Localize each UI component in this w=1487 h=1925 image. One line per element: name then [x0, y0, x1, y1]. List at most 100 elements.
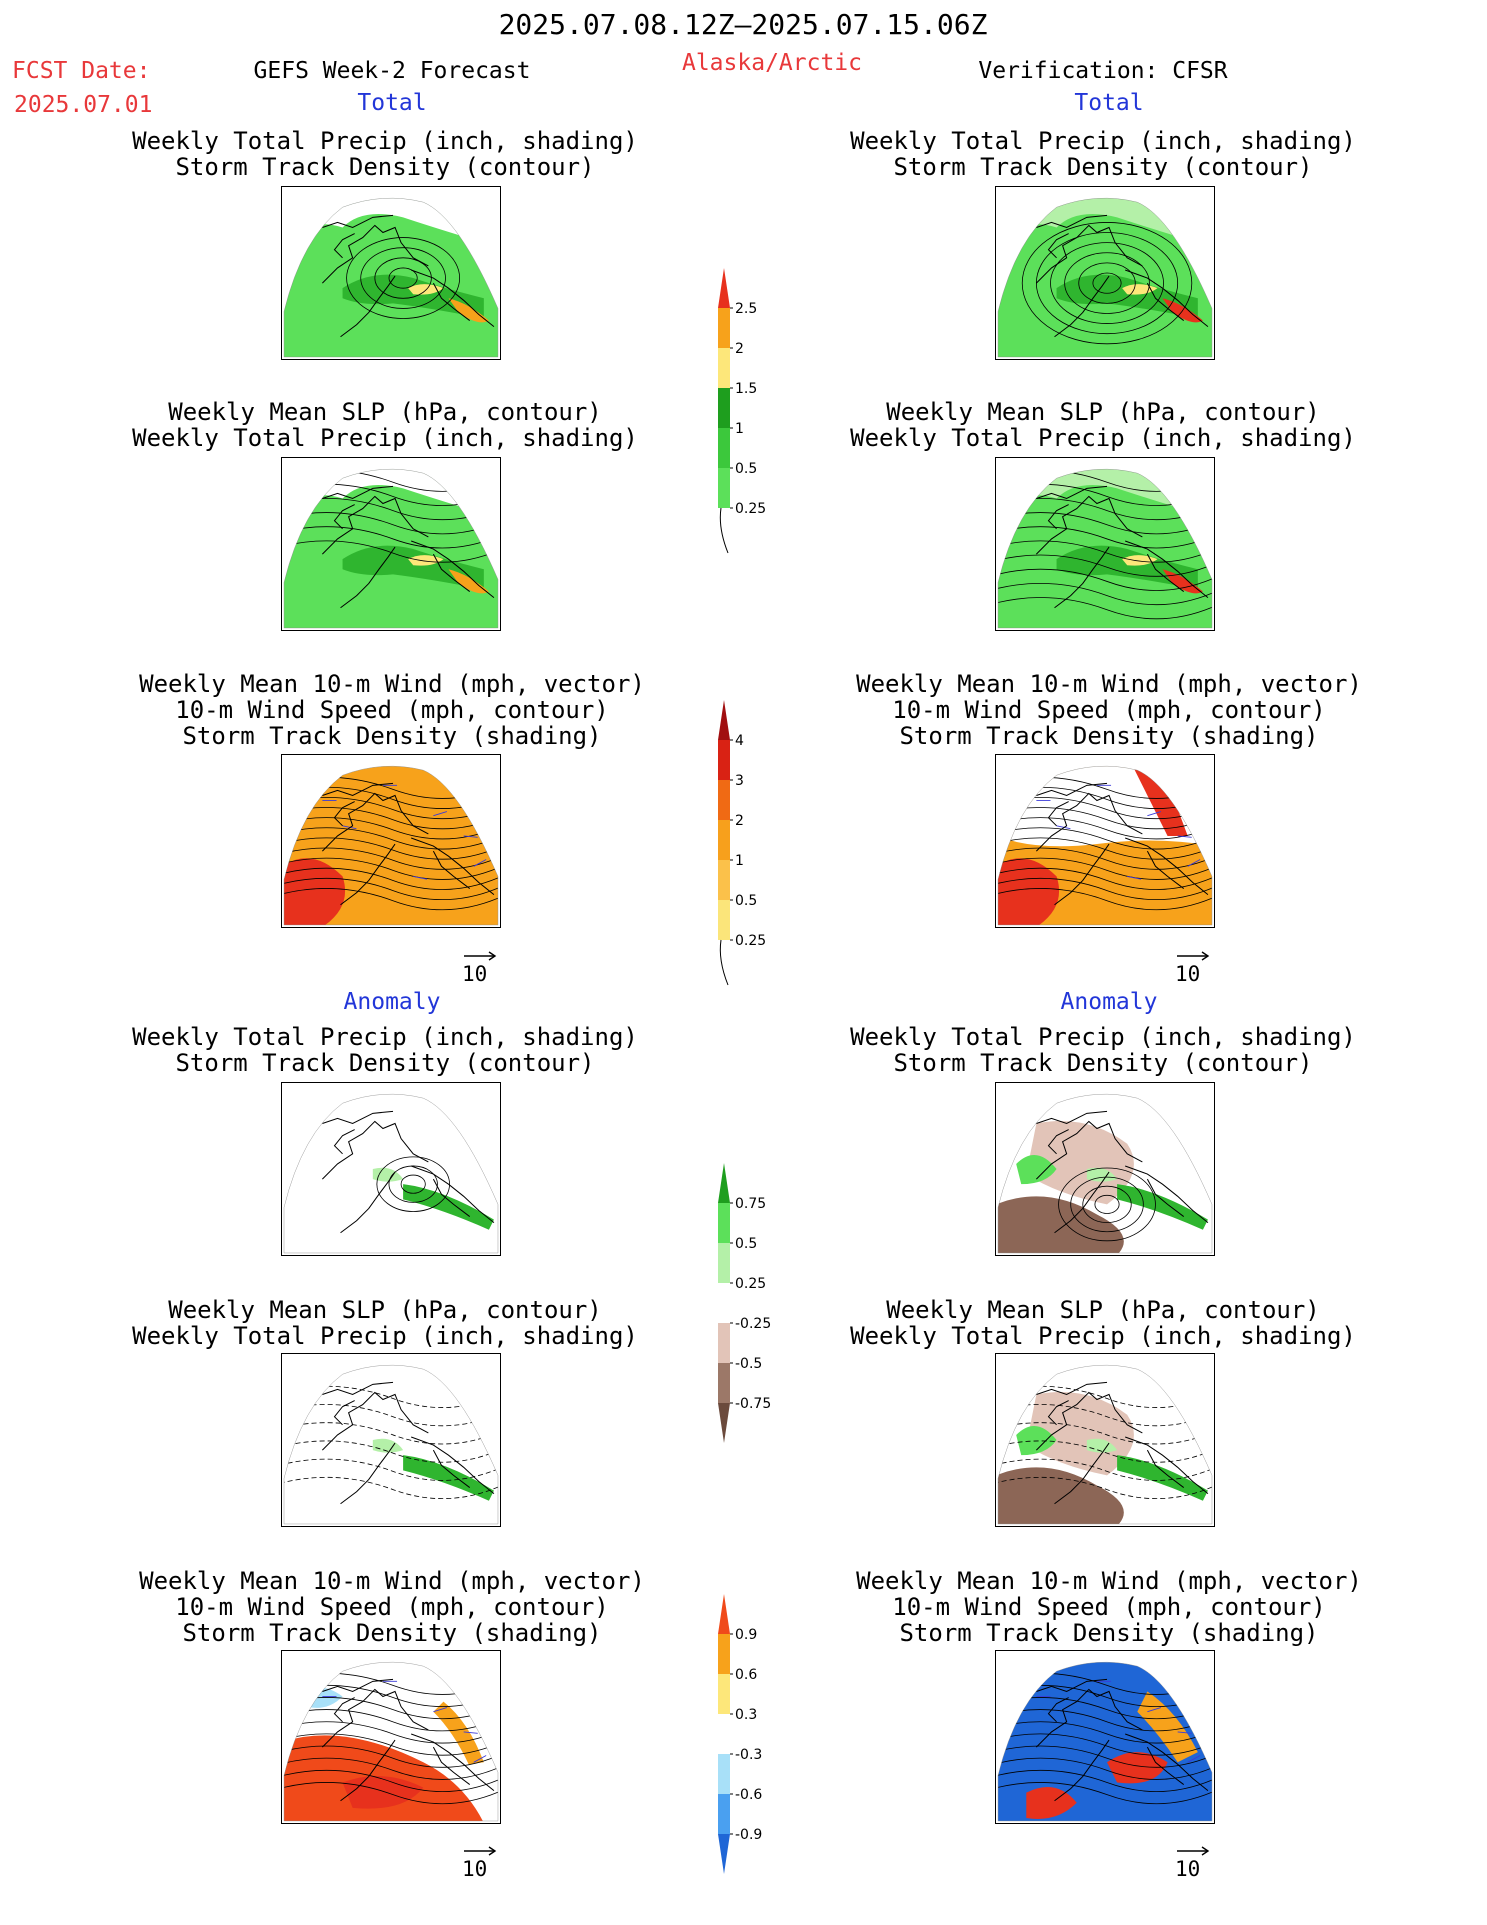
contour-line: [998, 1385, 1212, 1408]
contour-line: [998, 540, 1212, 563]
map-svg: [283, 1661, 499, 1822]
contour-line: [284, 867, 498, 890]
colorbar-tick-label: 1: [735, 853, 744, 869]
coastline: [340, 1442, 396, 1505]
panel-title-anom-wind-left: Weekly Mean 10-m Wind (mph, vector) 10-m…: [139, 1568, 645, 1646]
coastline: [1047, 1697, 1069, 1723]
colorbar-segment: [718, 1363, 730, 1403]
coastline: [1036, 224, 1143, 284]
title-line: Storm Track Density (contour): [893, 1049, 1313, 1077]
coastline: [1125, 1733, 1209, 1792]
vector-reference-total-right: 10: [1175, 950, 1211, 986]
wind-vector: [1177, 835, 1192, 838]
coastline: [1125, 1165, 1209, 1224]
panel-title-total-wind-left: Weekly Mean 10-m Wind (mph, vector) 10-m…: [139, 671, 645, 749]
contour-line: [998, 877, 1212, 901]
contour-line: [284, 1733, 498, 1756]
coastline: [340, 275, 396, 338]
map-domain-edge: [283, 765, 499, 926]
wind-vector: [463, 1731, 478, 1734]
map-total-wind-verification: [995, 754, 1215, 928]
panel-title-total-slp-right: Weekly Mean SLP (hPa, contour) Weekly To…: [850, 399, 1356, 451]
contour-line: [998, 857, 1212, 880]
title-line: Storm Track Density (shading): [899, 1619, 1319, 1647]
storm-density-shading: [284, 858, 346, 925]
map-anom-precip-forecast: [281, 1082, 501, 1256]
wind-vector: [473, 1755, 487, 1763]
colorbar-segment: [718, 820, 730, 860]
coastline: [1047, 233, 1069, 259]
contour-line: [284, 888, 498, 911]
title-line: Storm Track Density (contour): [175, 1049, 595, 1077]
colorbar-segment: [718, 1243, 730, 1283]
colorbar-tick-label: -0.6: [735, 1787, 762, 1803]
coastline: [333, 1129, 355, 1155]
contour-line: [284, 1404, 498, 1427]
precip-shading: [408, 555, 444, 566]
title-line: 10-m Wind Speed (mph, contour): [892, 1593, 1326, 1621]
map-anom-wind-verification: [995, 1650, 1215, 1824]
title-line: Weekly Mean SLP (hPa, contour): [886, 398, 1320, 426]
title-line: 10-m Wind Speed (mph, contour): [175, 1593, 609, 1621]
map-total-precip-forecast: [281, 186, 501, 360]
title-line: Weekly Mean 10-m Wind (mph, vector): [139, 1567, 645, 1595]
map-total-wind-forecast: [281, 754, 501, 928]
contour-line: [998, 1757, 1212, 1780]
colorbar-segment: [718, 428, 730, 468]
colorbar-tick-label: 3: [735, 773, 744, 789]
contour-line: [998, 1404, 1212, 1427]
wind-vector: [473, 859, 487, 867]
map-anom-slp-verification: [995, 1353, 1215, 1527]
wind-vector: [413, 875, 428, 880]
wind-vector: [1177, 1731, 1192, 1734]
colorbar-top-triangle: [718, 700, 730, 740]
map-svg: [997, 1364, 1213, 1525]
contour-line: [998, 526, 1212, 549]
coastline: [340, 1739, 396, 1802]
coastline: [432, 850, 471, 889]
map-svg: [283, 197, 499, 358]
wind-vector: [342, 825, 357, 830]
coastline: [340, 1171, 396, 1234]
coastline: [1036, 1688, 1143, 1748]
panel-title-total-precip-right: Weekly Total Precip (inch, shading) Stor…: [850, 128, 1356, 180]
contour-line: [388, 1165, 438, 1203]
anomaly-shading: [998, 1196, 1124, 1253]
fcst-date-value: 2025.07.01: [14, 92, 153, 118]
colorbar-tick-label: -0.3: [735, 1747, 762, 1763]
map-total-slp-forecast: [281, 457, 501, 631]
contour-line: [374, 257, 432, 299]
title-line: Weekly Total Precip (inch, shading): [850, 1023, 1356, 1051]
map-svg: [997, 197, 1213, 358]
colorbar-tick-label: 0.3: [735, 1707, 757, 1723]
precip-shading: [1056, 545, 1198, 590]
contour-line: [284, 1476, 498, 1500]
contour-line: [998, 1733, 1212, 1756]
contour-line: [998, 888, 1212, 911]
title-line: Storm Track Density (shading): [182, 722, 602, 750]
colorbar-segment: [718, 1634, 730, 1674]
map-anom-slp-forecast: [281, 1353, 501, 1527]
wind-vector: [1127, 875, 1142, 880]
contour-line: [998, 568, 1212, 591]
section-anomaly-left: Anomaly: [343, 989, 441, 1015]
map-svg: [997, 1093, 1213, 1254]
contour-line: [1094, 1194, 1120, 1214]
title-line: Weekly Mean 10-m Wind (mph, vector): [856, 670, 1362, 698]
colorbar-tick-label: 0.9: [735, 1627, 757, 1643]
map-svg: [283, 765, 499, 926]
contour-line: [1035, 232, 1179, 335]
wind-vector: [1187, 859, 1201, 867]
vector-reference-total-left: 10: [462, 950, 498, 986]
title-line: Weekly Total Precip (inch, shading): [850, 424, 1356, 452]
contour-line: [346, 237, 461, 319]
title-line: Weekly Total Precip (inch, shading): [132, 424, 638, 452]
contour-line: [1021, 222, 1193, 345]
contour-line: [284, 837, 498, 860]
colorbar-tick-label: -0.5: [735, 1356, 762, 1372]
map-domain-edge: [997, 468, 1213, 629]
coastline: [322, 1678, 394, 1693]
coastline: [1054, 1739, 1110, 1802]
colorbar-tick-label: 0.75: [735, 1196, 766, 1212]
colorbar-segment: [718, 900, 730, 940]
